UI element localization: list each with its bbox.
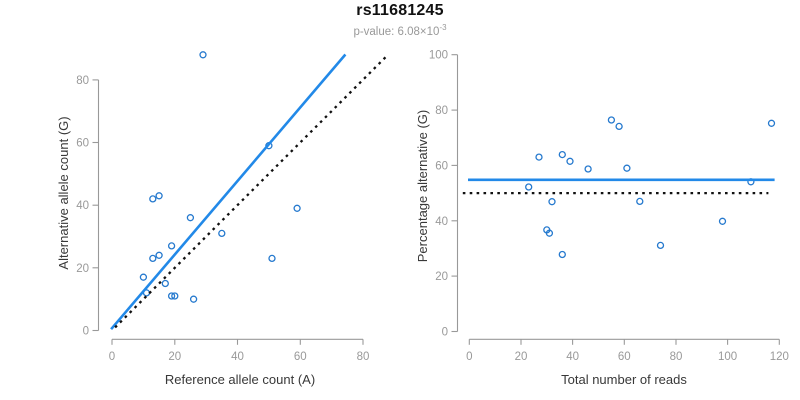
data-point <box>189 295 198 303</box>
data-point <box>558 250 566 259</box>
fitted-proportion-line <box>110 53 347 331</box>
data-point <box>656 241 665 250</box>
x-tick-label: 20 <box>168 351 181 363</box>
data-point <box>167 292 176 300</box>
x-tick-label: 60 <box>618 351 631 363</box>
data-point <box>767 119 776 127</box>
y-tick-label: 60 <box>76 138 89 150</box>
x-tick-label: 80 <box>670 351 683 363</box>
data-point <box>545 229 554 237</box>
y-tick-label: 0 <box>83 326 89 338</box>
y-tick-label: 20 <box>435 271 448 283</box>
y-axis-title: Alternative allele count (G) <box>56 116 71 269</box>
data-point <box>718 217 727 225</box>
data-point <box>167 242 176 250</box>
data-point <box>149 195 157 203</box>
data-point <box>584 165 592 173</box>
data-point <box>149 254 157 263</box>
x-axis-title: Reference allele count (A) <box>165 372 315 387</box>
data-point <box>535 153 543 161</box>
data-point <box>155 192 163 200</box>
data-point <box>636 197 644 206</box>
data-point <box>607 116 616 124</box>
data-point <box>615 122 623 131</box>
data-point <box>155 251 163 259</box>
data-point <box>139 273 148 281</box>
data-point <box>566 157 574 165</box>
x-tick-label: 0 <box>109 351 115 363</box>
data-point <box>268 254 276 263</box>
x-tick-label: 40 <box>231 351 244 363</box>
data-point <box>171 292 179 300</box>
identity-line <box>114 55 388 329</box>
data-point <box>161 279 169 288</box>
left-plot-allele-counts: 0 20 40 60 80 0 20 40 60 80 Reference allele count… <box>56 51 388 387</box>
data-point <box>548 198 556 206</box>
y-tick-label: 100 <box>429 50 448 62</box>
y-tick-label: 80 <box>435 105 448 117</box>
y-tick-label: 80 <box>76 75 89 87</box>
x-tick-label: 100 <box>718 351 737 363</box>
x-tick-label: 120 <box>770 351 789 363</box>
x-tick-label: 40 <box>566 351 579 363</box>
pvalue-exponent: -3 <box>439 23 447 32</box>
y-tick-label: 20 <box>76 263 89 275</box>
pvalue-text: p-value: 6.08×10 <box>353 25 440 38</box>
y-tick-label: 60 <box>435 160 448 172</box>
figure-title: rs11681245 <box>356 2 444 19</box>
y-tick-label: 40 <box>76 200 89 212</box>
y-axis-title: Percentage alternative (G) <box>415 110 430 262</box>
y-tick-label: 40 <box>435 216 448 228</box>
x-tick-label: 80 <box>357 351 370 363</box>
right-plot-percentage-vs-reads: 0 20 40 60 80 100 120 0 20 40 60 80 100 Total number … <box>415 50 789 387</box>
data-point <box>186 214 195 222</box>
x-tick-label: 60 <box>294 351 307 363</box>
data-point <box>293 204 301 212</box>
x-tick-label: 0 <box>466 351 472 363</box>
data-point <box>623 164 631 172</box>
x-axis-title: Total number of reads <box>561 372 687 387</box>
data-point <box>558 150 566 159</box>
figure-subtitle: p-value: 6.08×10-3 <box>0 23 800 38</box>
x-tick-label: 20 <box>515 351 528 363</box>
data-point <box>199 51 207 59</box>
data-point <box>218 229 226 238</box>
y-tick-label: 0 <box>442 327 448 339</box>
data-point <box>525 183 533 191</box>
